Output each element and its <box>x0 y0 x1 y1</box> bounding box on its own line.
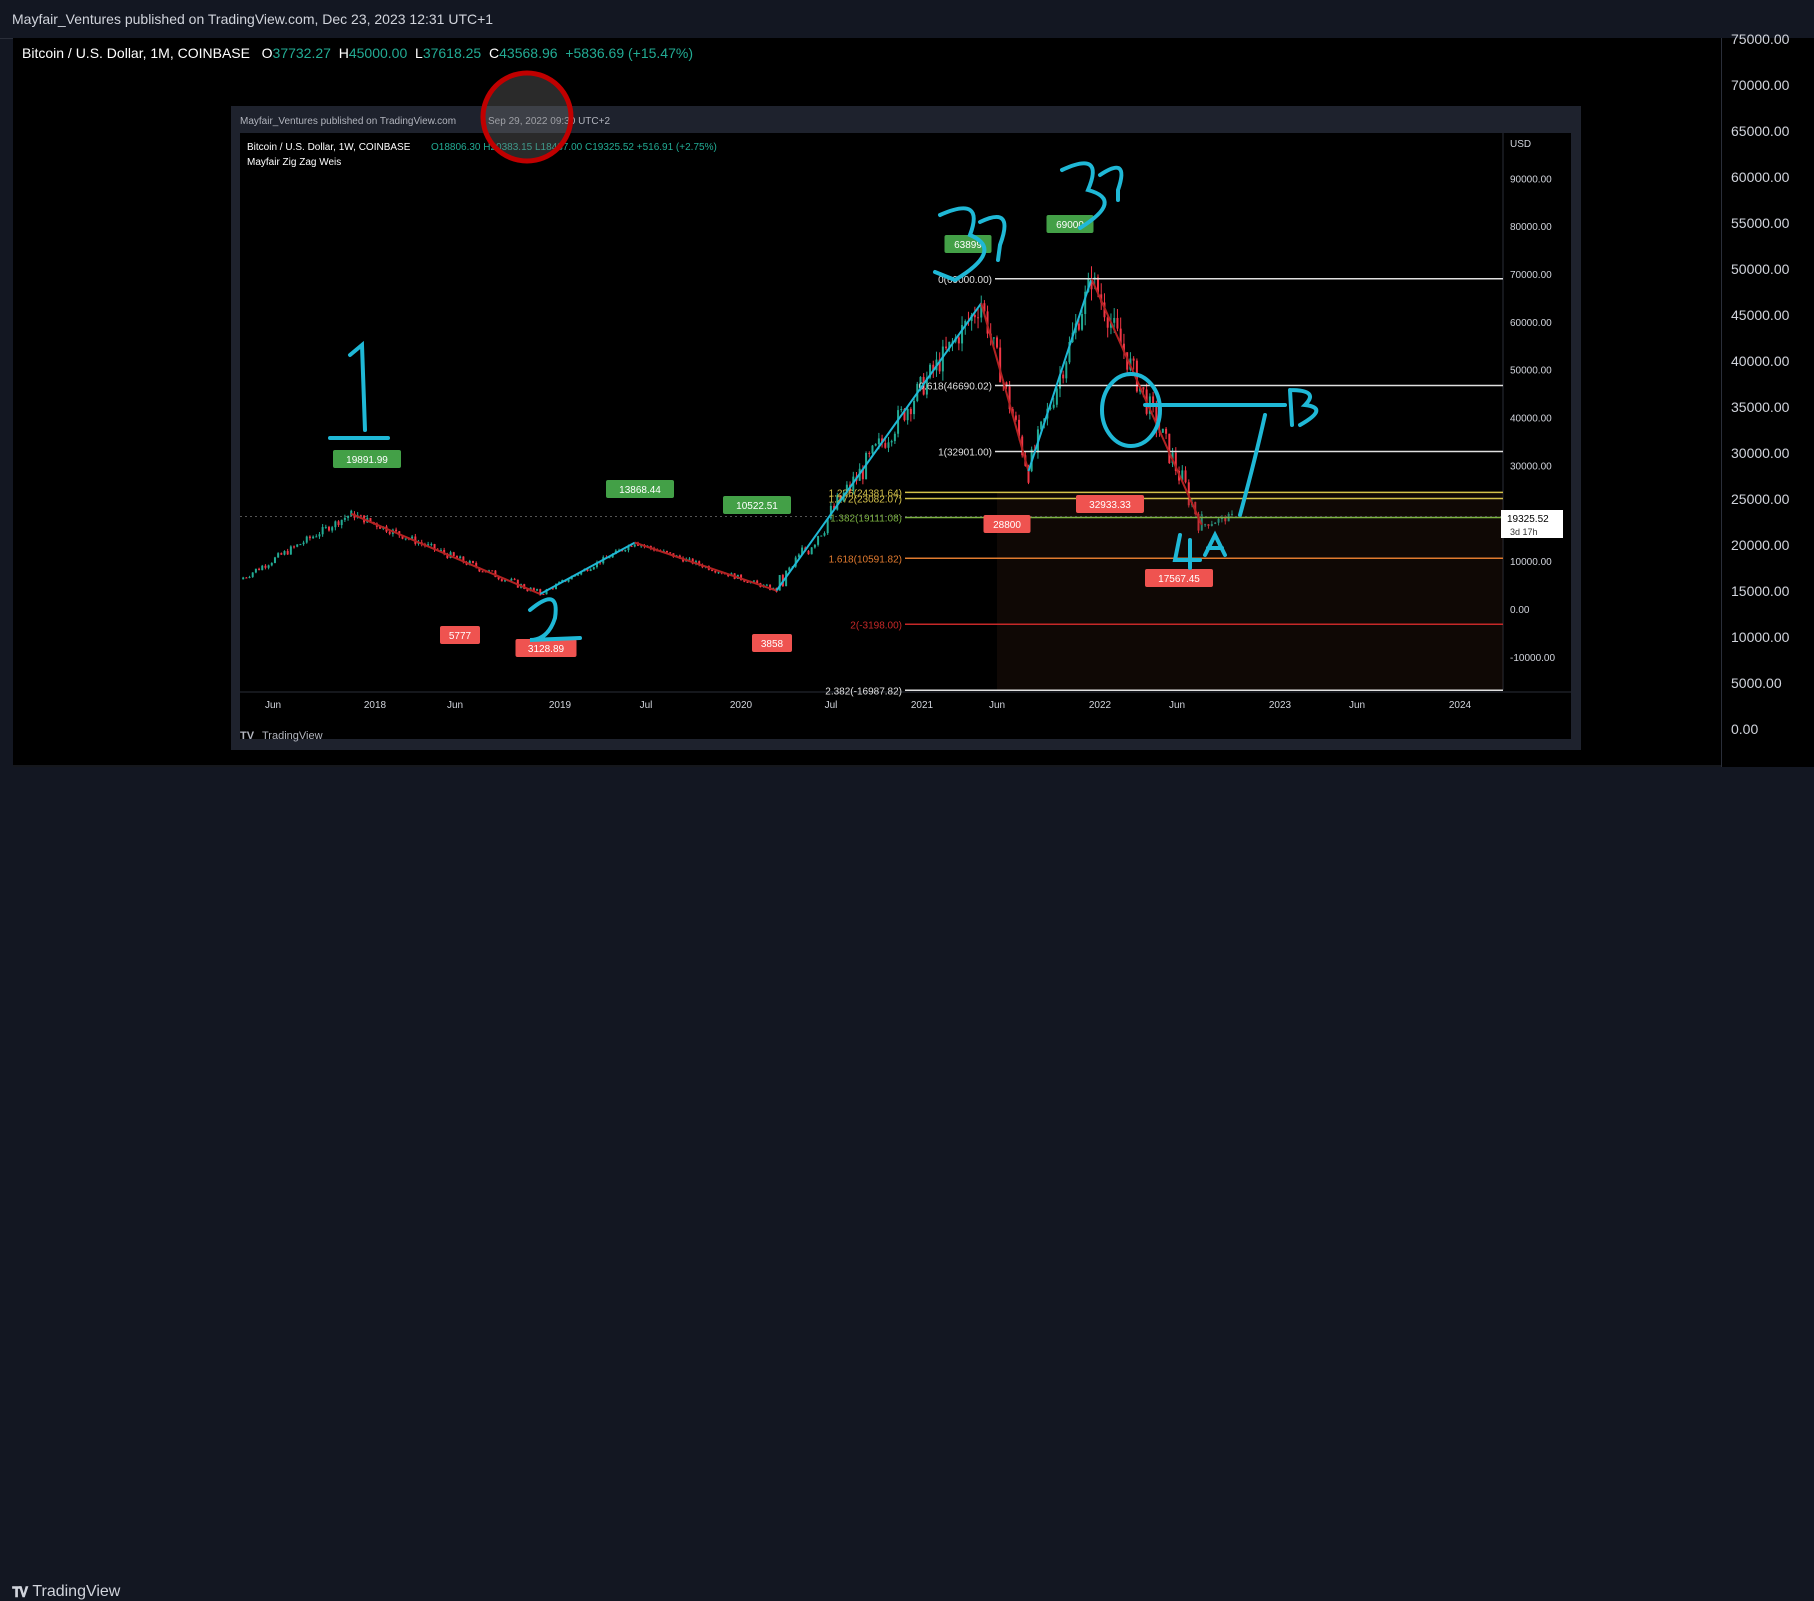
outer-open: 37732.27 <box>272 45 331 61</box>
footer-brand: TradingView <box>32 1583 121 1600</box>
outer-low: 37618.25 <box>422 45 482 61</box>
published-line: Mayfair_Ventures published on TradingVie… <box>12 11 494 27</box>
footer: 𝐓𝐕 TradingView <box>0 768 1814 1600</box>
outer-close: 43568.96 <box>499 45 558 61</box>
outer-symbol: Bitcoin / U.S. Dollar, 1M, COINBASE <box>22 45 250 61</box>
tradingview-icon: 𝐓𝐕 <box>12 1583 28 1600</box>
publish-header: Mayfair_Ventures published on TradingVie… <box>0 0 1814 39</box>
outer-price-axis-pane[interactable] <box>1721 38 1814 767</box>
tradingview-logo[interactable]: 𝐓𝐕 TradingView <box>12 1583 120 1601</box>
outer-chart-pane[interactable] <box>13 38 1721 767</box>
outer-symbol-legend: Bitcoin / U.S. Dollar, 1M, COINBASE O377… <box>22 45 693 61</box>
outer-high: 45000.00 <box>348 45 408 61</box>
outer-change: +5836.69 (+15.47%) <box>565 45 693 61</box>
